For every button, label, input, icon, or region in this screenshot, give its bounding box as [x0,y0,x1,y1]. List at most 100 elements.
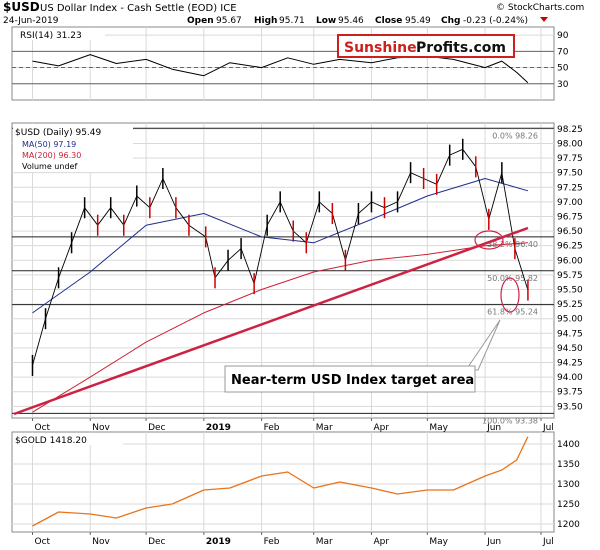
x-tick-label: Mar [316,423,333,433]
y-tick-label: 97.50 [557,169,583,179]
rsi-label-bg [13,28,105,40]
y-tick-label: 94.00 [557,373,583,383]
x-tick-label: Oct [34,537,50,547]
price-legend-ma50: MA(50) 97.19 [22,140,76,149]
price-y-axis: 93.50 93.75 94.00 94.25 94.50 94.75 95.00 95.25… [557,125,583,412]
y-tick-label: 97.00 [557,198,583,208]
x-tick-label: Feb [264,537,280,547]
chg-label: Chg [441,16,460,26]
open-value: 95.67 [216,16,242,26]
y-tick-label: 94.25 [557,359,583,369]
rsi-label: RSI(14) 31.23 [20,31,82,41]
y-tick-label: 1250 [557,500,580,510]
x-tick-label: Dec [148,537,165,547]
y-tick-label: 94.75 [557,329,583,339]
x-tick-label: Jun [486,537,501,547]
x-tick-label: Oct [34,423,50,433]
logo-profits: Profits.com [416,40,506,56]
open-label: Open [187,16,214,26]
target-ellipse-upper [474,230,504,250]
rsi-panel-frame [11,26,555,101]
fib-level-label: 61.8% 95.24 [487,308,538,317]
ma50-line [32,178,529,314]
y-tick-label: 96.00 [557,256,583,266]
x-tick-label: Nov [92,423,110,433]
x-tick-label: 2019 [206,423,231,433]
x-tick-label: May [429,423,448,433]
y-tick-label: 96.25 [557,242,583,252]
high-label: High [254,16,277,26]
chart-date: 24-Jun-2019 [3,16,59,26]
y-tick-label: 94.50 [557,344,583,354]
support-trend-line [13,226,529,416]
gold-panel-frame [11,431,555,533]
x-tick-label: Dec [148,423,165,433]
x-tick-label: 2019 [206,537,231,547]
y-tick-label: 95.00 [557,315,583,325]
fib-level-label: 0.0% 98.26 [492,131,538,140]
x-tick-label: May [429,537,448,547]
y-tick-label: 1200 [557,520,580,530]
y-tick-label: 95.75 [557,271,583,281]
y-tick-label: 70 [557,47,569,57]
x-tick-label: Jun [486,423,501,433]
y-tick-label: 95.50 [557,285,583,295]
sunshine-profits-logo: Sunshine Profits.com [337,34,515,58]
gold-legend: $GOLD 1418.20 [15,436,87,446]
gold-line [32,436,529,527]
x-tick-label: Jul [542,423,554,433]
y-tick-label: 93.75 [557,388,583,398]
price-legend: $USD (Daily) 95.49 MA(50) 97.19 MA(200) … [13,124,133,172]
rsi-line [32,54,529,84]
price-legend-bg [13,124,133,172]
y-tick-label: 1400 [557,440,580,450]
logo-sunshine: Sunshine [344,40,417,56]
fib-level-label: 38.2% 96.40 [487,240,538,249]
ma200-line [32,242,528,413]
y-tick-label: 1350 [557,460,580,470]
rsi-series [32,54,529,84]
x-tick-label: Jul [542,537,554,547]
x-tick-label: Apr [373,423,389,433]
y-tick-label: 1300 [557,480,580,490]
y-tick-label: 30 [557,80,569,90]
gold-x-axis: Oct Nov Dec 2019 Feb Mar Apr May Jun Jul [31,532,554,547]
target-ellipse-lower [500,277,520,313]
x-tick-label: Apr [373,537,389,547]
rsi-y-axis: 30 50 70 90 [557,31,569,90]
symbol-name: US Dollar Index - Cash Settle (EOD) ICE [40,3,237,14]
chart-header: $USD US Dollar Index - Cash Settle (EOD)… [3,0,584,26]
price-legend-usd: $USD (Daily) 95.49 [15,128,102,138]
credit-text: © StockCharts.com [496,3,584,13]
y-tick-label: 95.25 [557,300,583,310]
y-tick-label: 90 [557,31,569,41]
gold-y-axis: 1200 1250 1300 1350 1400 [557,440,580,530]
gold-legend-bg [13,433,123,445]
high-value: 95.71 [279,16,305,26]
callout-text: Near-term USD Index target area [231,373,474,388]
gold-series [32,436,529,527]
logo-box [337,34,515,58]
x-tick-label: Mar [316,537,333,547]
x-tick-label: Feb [264,423,280,433]
price-x-axis: Oct Nov Dec 2019 Feb Mar Apr May Jun Jul [31,418,554,433]
fib-level-label: 100.0% 93.38 [482,416,538,425]
price-legend-volume: Volume undef [22,162,77,171]
y-tick-label: 96.50 [557,227,583,237]
close-label: Close [375,16,402,26]
y-tick-label: 97.75 [557,154,583,164]
y-tick-label: 97.25 [557,183,583,193]
y-tick-label: 96.75 [557,212,583,222]
close-value: 95.49 [405,16,431,26]
x-tick-label: Nov [92,537,110,547]
target-callout: Near-term USD Index target area [224,319,501,393]
price-legend-ma200: MA(200) 96.30 [22,151,81,160]
symbol: $USD [3,0,40,14]
y-tick-label: 98.00 [557,139,583,149]
y-tick-label: 93.50 [557,402,583,412]
chg-value: -0.23 (-0.24%) [463,16,528,26]
price-series [31,138,529,413]
low-value: 95.46 [338,16,364,26]
